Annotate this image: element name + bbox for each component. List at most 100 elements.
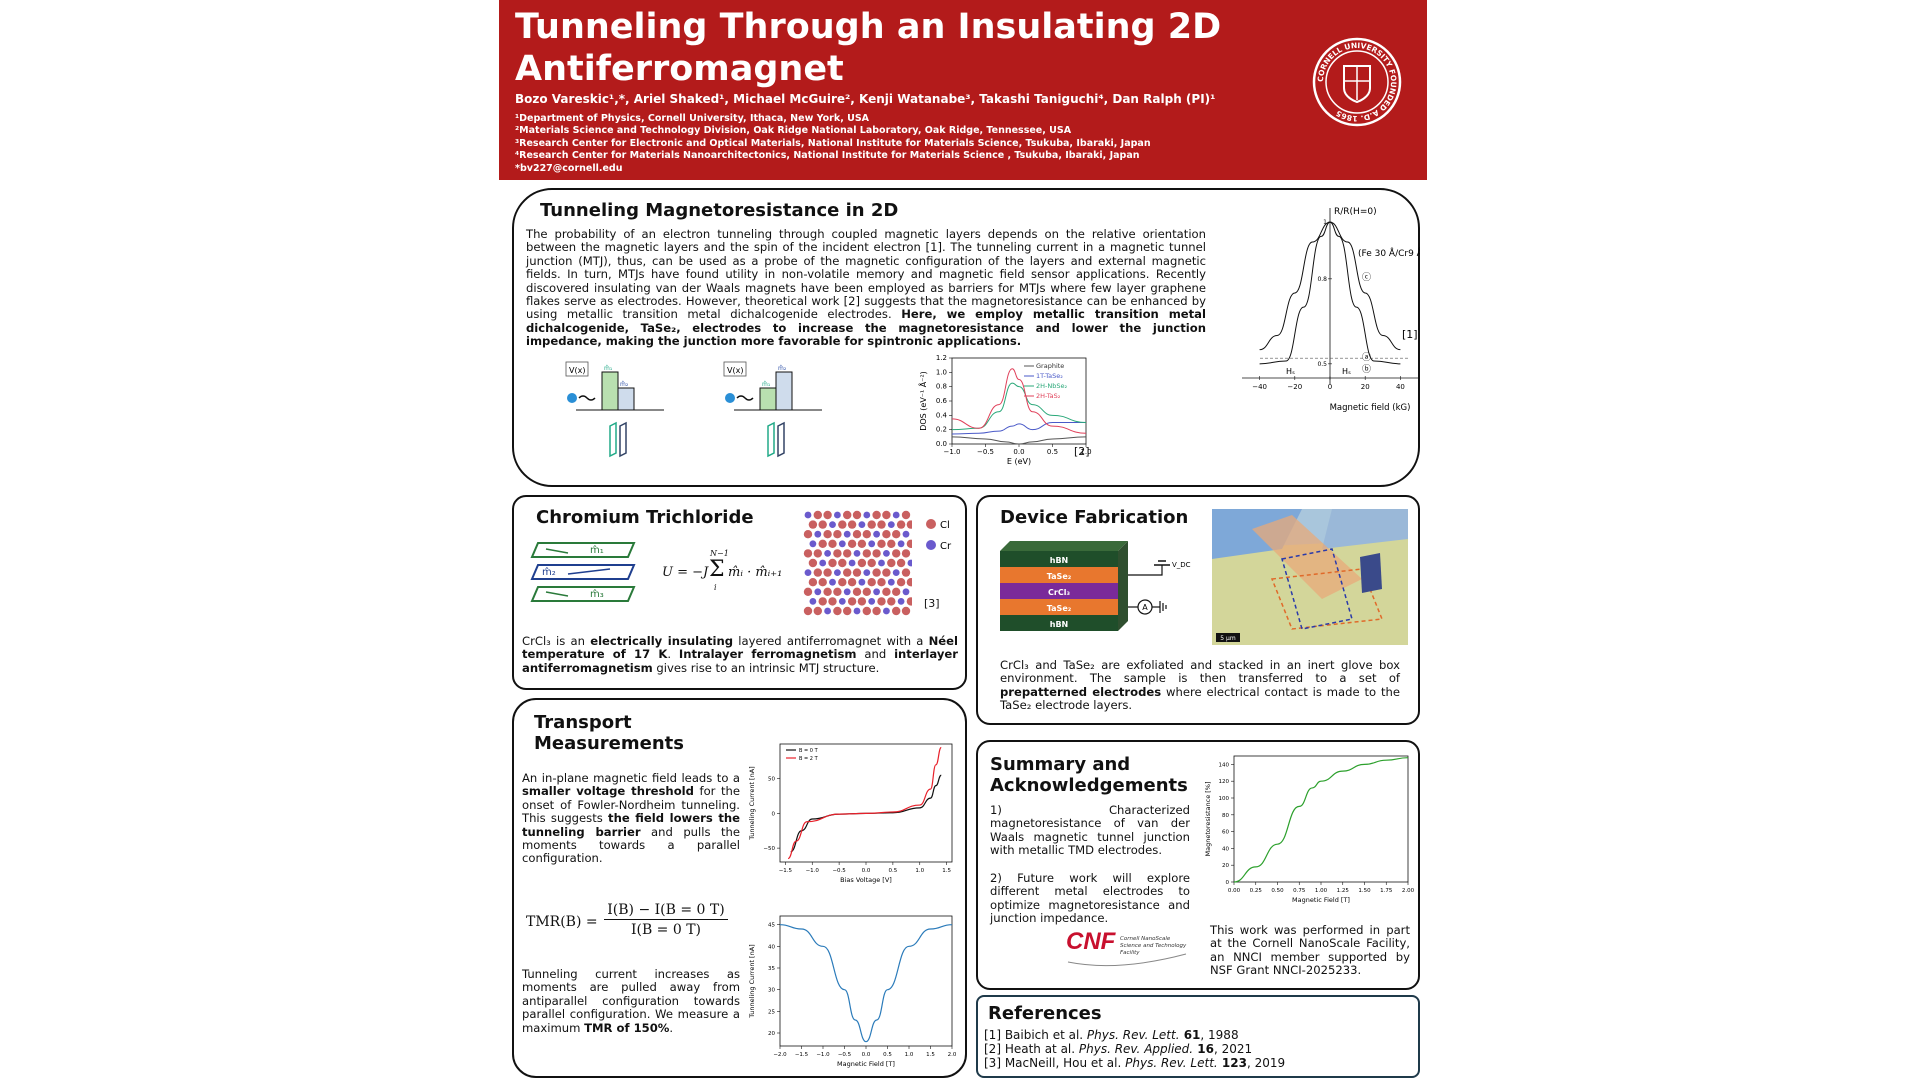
crcl3-paragraph: CrCl₃ is an electrically insulating laye… [522,634,958,675]
x-tick-label: 0.5 [883,1052,892,1058]
cl-atom [823,530,832,539]
y-tick-label: 0.2 [936,426,947,434]
cl-atom [867,558,876,568]
cr-atom [902,530,910,538]
x-tick-label: 20 [1361,383,1370,391]
cr-atom [863,511,871,519]
reference-list: [1] Baibich et al. Phys. Rev. Lett. 61, … [984,1028,1285,1070]
cl-atom [833,530,842,539]
y-axis-label: Magnetoresistance [%] [1204,781,1212,856]
x-axis-label: Magnetic Field [T] [1292,896,1350,904]
cl-atom [843,510,852,520]
cl-atom [901,606,911,616]
y-tick-label: 40 [1222,846,1229,852]
cl-atom [906,539,912,548]
hs-right-label: Hₛ [1342,367,1351,376]
cr-atom [829,578,836,586]
layer-moment-diagram: m̂₁ m̂₂ m̂₃ [530,542,636,602]
tmr-paragraph-bold: Here, we employ metallic transition meta… [526,307,1206,349]
cr-atom [873,530,880,538]
cl-atom [828,539,837,548]
x-tick-label: 0.25 [1250,888,1263,894]
y-tick-label: 1 [1323,219,1327,226]
x-tick-label: −0.5 [832,868,846,874]
magnetoresistance-chart: 0.00 0.25 0.50 0.75 1.00 1.25 1.50 1.75 2.00 140 1… [1204,755,1415,904]
cl-atom [882,530,891,539]
cl-atom [906,520,912,529]
cl-atom [838,520,847,529]
ref-1-label: [1] [1402,328,1418,341]
cl-atom [828,597,837,606]
x-tick-label: 0 [1328,383,1332,391]
legend-cl: Cl [940,520,950,531]
y-axis-label: R/R(H=0) [1334,207,1377,217]
transport-paragraph-2: Tunneling current increases as moments a… [522,967,740,1035]
vdc-label: V_DC [1172,561,1191,569]
tmr-eq-num: I(B) − I(B = 0 T) [604,902,728,920]
cl-atom [803,530,813,539]
magnetoresistance-reference-chart: R/R(H=0) −40 −20 0 20 40 1 0.8 0.5 Magnetic field… [1242,207,1420,413]
series-line-2 [787,746,942,860]
tmr-eq-lhs: TMR(B) = [526,914,598,930]
dos-legend-label: 2H-NbSe₂ [1036,382,1067,390]
cl-atom [901,549,911,558]
cl-atom [847,578,857,587]
cr-atom [824,607,831,615]
cl-atom [877,578,886,587]
crcl3-text-8: interlayer antiferromagnetism [522,647,958,675]
cl-atom [872,606,881,616]
x-tick-label: −1.0 [816,1052,830,1058]
y-tick-label: 25 [768,1009,775,1015]
cr-atom [838,540,846,548]
heterostructure-stack-diagram: hBN TaSe₂ CrCl₃ TaSe₂ hBN V_DC A [1000,541,1191,631]
x-tick-label: 1.5 [926,1052,935,1058]
scale-bar-label: 5 μm [1220,635,1236,642]
x-tick-label: 0.0 [1013,448,1024,456]
cl-atom [838,558,847,568]
ref3-authors: [3] MacNeill, Hou et al. [984,1056,1126,1070]
cnf-logo-swoosh [1067,953,1187,967]
iv-legend-label: B = 0 T [799,748,819,754]
cl-atom [823,587,832,596]
dos-chart: −1.0 −0.5 0.0 0.5 1.01.21.00.80.60.40.20.0E … [917,354,1092,466]
affiliation-1: ¹Department of Physics, Cornell Universi… [515,113,870,124]
contact-email: *bv227@cornell.edu [515,162,623,174]
cr-atom [804,569,812,576]
crcl3-text-3: layered antiferromagnet with a [733,634,929,648]
transport-p1-c: for the onset of Fowler-Nordheim tunneli… [522,784,741,826]
cl-atom [887,539,896,548]
x-tick-label: −40 [1252,383,1267,391]
layer-m2-label: m̂₂ [542,566,556,578]
cl-atom [833,606,842,616]
y-tick-label: 50 [768,777,775,783]
ref-2-label: [2] [1074,445,1090,458]
y-tick-label: 60 [1222,830,1229,836]
layer-m3-label: m̂₃ [590,588,604,600]
layer-tase2-top: TaSe₂ [1047,572,1072,581]
cl-atom [862,549,871,558]
curve-label: (Fe 30 Å/Cr9 Å)₄₀ [1358,247,1420,259]
transport-paragraph-1: An in-plane magnetic field leads to a sm… [522,771,741,866]
affiliations: ¹Department of Physics, Cornell Universi… [515,113,1151,175]
cl-atom [818,539,827,548]
x-tick-label: 0.5 [1047,448,1058,456]
device-text-3: where electrical contact is made to the … [1000,684,1401,713]
m2-label: m̂₂ [620,381,629,388]
device-heading: Device Fabrication [1000,507,1189,528]
summary-point-2: 2) Future work will explore different me… [990,871,1190,926]
current-vs-field-chart: −2.0 −1.5 −1.0 −0.5 0.0 0.5 1.0 1.5 2.0 45 40 35 30 2… [748,915,957,1068]
cl-atom [877,539,886,548]
cl-atom [843,568,852,577]
transport-p1-b: smaller voltage threshold [522,784,694,799]
device-paragraph: CrCl₃ and TaSe₂ are exfoliated and stack… [1000,658,1401,713]
cr-atom [824,550,831,557]
y-tick-label: 0.0 [936,440,947,448]
cl-atom [818,520,827,529]
cr-atom [887,521,895,528]
cr-atom [829,521,836,528]
x-axis-label: Magnetic field (kG) [1330,403,1411,413]
cl-atom [813,568,822,577]
crcl3-panel: Chromium Trichloride m̂₁ m̂₂ m̂₃ U = −J … [512,495,967,690]
device-optical-micrograph: 5 μm [1212,509,1408,645]
plot-frame [951,357,1087,445]
